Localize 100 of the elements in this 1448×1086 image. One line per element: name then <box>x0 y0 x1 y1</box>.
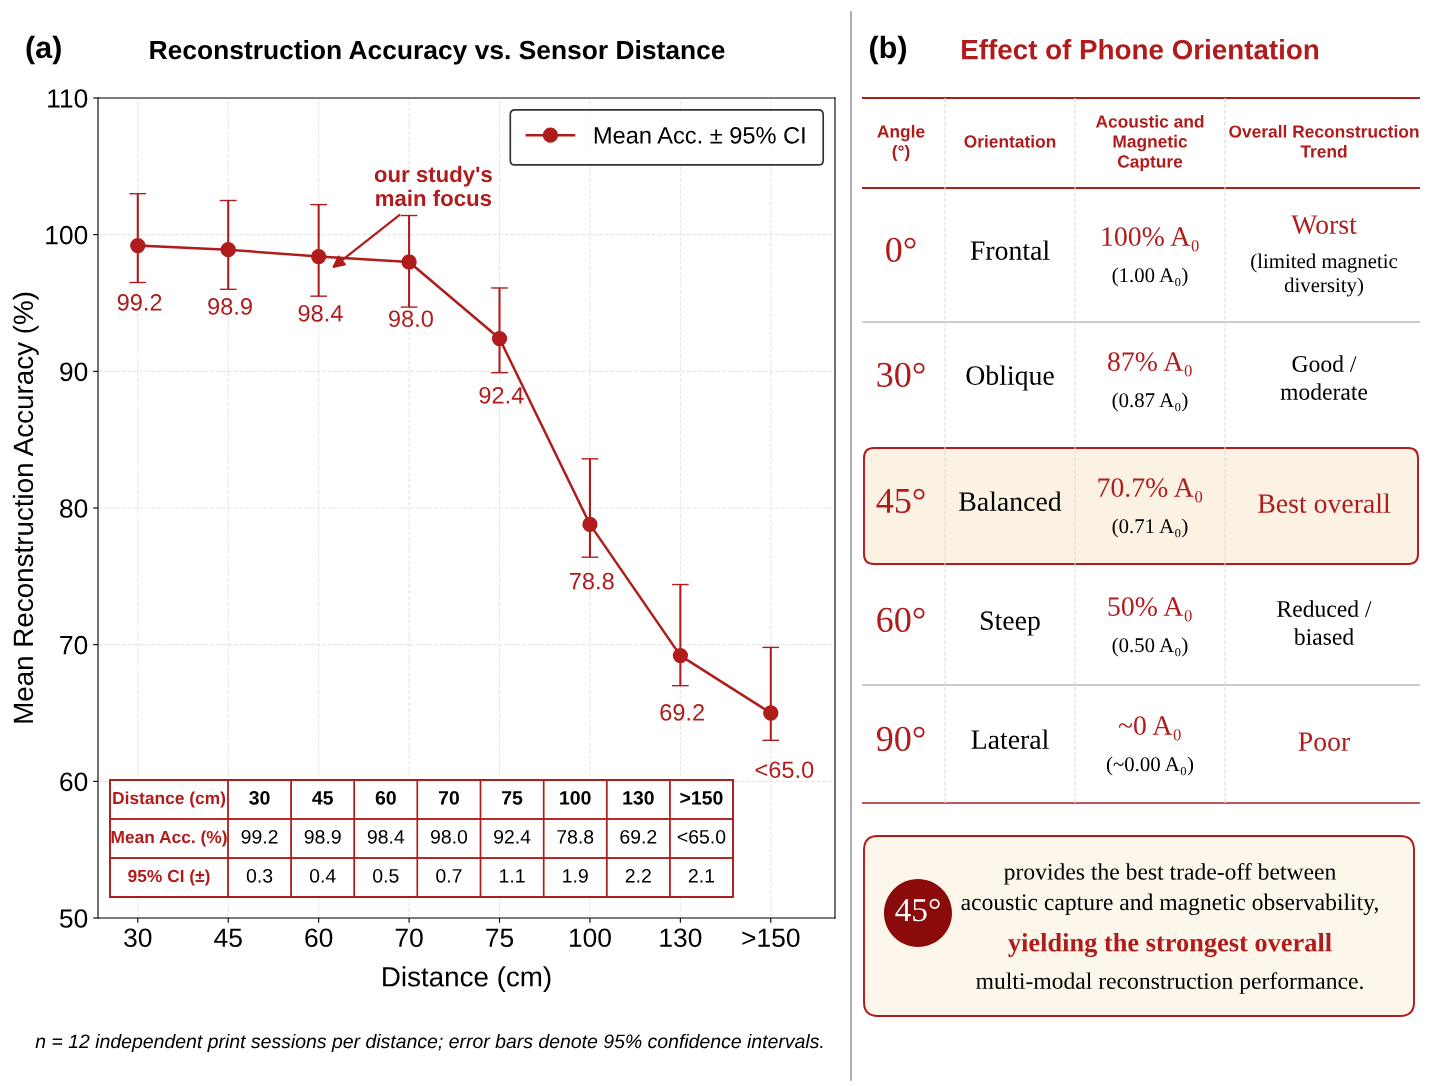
text: 70.7% A₀ <box>1098 478 1203 503</box>
text: multi-modal reconstruction performance. <box>976 972 1363 994</box>
text: (a) <box>26 35 61 65</box>
text: 87% A₀ <box>1108 352 1192 377</box>
annotation: 70 <box>438 790 459 805</box>
annotation: 2.2 <box>625 868 651 883</box>
text: Balanced <box>959 491 1062 511</box>
text: Orientation <box>964 134 1056 148</box>
x-tick-label: 60 <box>305 928 333 948</box>
y-tick-label: 100 <box>46 225 88 245</box>
y-axis-title: Mean Reconstruction Accuracy (%) <box>12 292 39 723</box>
annotation: 69.2 <box>620 829 657 844</box>
point <box>401 254 417 270</box>
text: Reduced / biased <box>1277 600 1372 645</box>
text: Effect of Phone Orientation <box>962 39 1319 60</box>
data-label: 78.8 <box>569 572 614 590</box>
point <box>672 647 689 664</box>
chart-title: Reconstruction Accuracy vs. Sensor Distance <box>150 39 725 65</box>
annotation: Distance (cm) <box>113 791 226 808</box>
text: 60° <box>877 607 925 633</box>
point <box>311 248 327 265</box>
text: 45° <box>876 488 925 514</box>
text: Frontal <box>970 240 1050 260</box>
data-label: 99.2 <box>117 293 162 311</box>
legend-label: Mean Acc. ± 95% CI <box>594 126 805 144</box>
text: (b) <box>870 35 906 65</box>
text: (0.50 A₀) <box>1112 637 1188 657</box>
text: Acoustic and Magnetic Capture <box>1095 114 1204 172</box>
annotation: 78.8 <box>557 829 594 844</box>
annotation: >150 <box>680 790 723 805</box>
annotation: 100 <box>560 790 591 805</box>
point <box>763 705 779 721</box>
point <box>491 330 508 347</box>
text: 45° <box>895 898 940 922</box>
annotation: our study's main focus <box>374 165 492 207</box>
y-tick-label: 60 <box>60 772 88 792</box>
x-tick-label: 130 <box>660 928 702 948</box>
data-label: <65.0 <box>755 761 814 779</box>
text: yielding the strongest overall <box>1008 932 1332 958</box>
annotation: 92.4 <box>494 829 531 844</box>
annotation: 98.0 <box>430 829 468 844</box>
text: 30° <box>877 362 925 388</box>
x-tick-label: 45 <box>214 928 242 948</box>
x-tick-label: 100 <box>569 928 611 948</box>
x-tick-label: 30 <box>124 928 152 948</box>
annotation: 0.7 <box>436 868 462 883</box>
text: 50% A₀ <box>1108 597 1192 622</box>
annotation: 1.1 <box>500 869 525 883</box>
y-tick-label: 90 <box>60 362 88 382</box>
text: Oblique <box>966 365 1054 391</box>
text: 0° <box>886 237 916 263</box>
annotation: <65.0 <box>677 829 726 844</box>
text: Overall Reconstruction Trend <box>1229 124 1419 158</box>
data-label: 98.4 <box>298 304 343 322</box>
text: (0.87 A₀) <box>1112 392 1188 412</box>
annotation: 2.1 <box>688 868 714 883</box>
text: ~0 A₀ <box>1118 716 1181 741</box>
annotation: 30 <box>249 790 270 805</box>
text: Best overall <box>1258 493 1391 513</box>
data-label: 98.0 <box>389 310 433 328</box>
text: (~0.00 A₀) <box>1106 756 1194 776</box>
text: provides the best trade-off between acoustic capture and magnetic observability, <box>961 862 1378 916</box>
text: (limited magnetic diversity) <box>1251 253 1398 297</box>
data-label: 98.9 <box>208 298 252 315</box>
annotation: 0.5 <box>373 868 399 883</box>
text: Good / moderate <box>1280 355 1368 400</box>
x-tick-label: 75 <box>486 928 514 948</box>
text: (0.71 A₀) <box>1112 518 1188 538</box>
annotation: 95% CI (±) <box>128 869 210 886</box>
x-tick-label: 70 <box>395 928 423 948</box>
y-tick-label: 70 <box>60 635 88 655</box>
text: (1.00 A₀) <box>1112 267 1188 287</box>
x-axis-title: Distance (cm) <box>383 966 551 993</box>
point <box>582 516 598 533</box>
annotation: 0.4 <box>309 868 336 883</box>
text: 90° <box>876 726 925 752</box>
annotation: 1.9 <box>563 868 588 883</box>
annotation: 75 <box>502 791 523 805</box>
point <box>220 242 236 258</box>
y-tick-label: 80 <box>60 499 88 518</box>
annotation: 98.9 <box>304 829 341 844</box>
annotation: 0.3 <box>246 868 273 883</box>
annotation: Mean Acc. (%) <box>111 830 227 847</box>
data-label: 69.2 <box>660 703 704 721</box>
text: Lateral <box>971 729 1049 749</box>
annotation: 98.4 <box>367 829 405 844</box>
annotation: 130 <box>623 790 654 805</box>
x-tick-label: >150 <box>742 928 800 948</box>
annotation: 45 <box>312 791 333 805</box>
annotation: 99.2 <box>241 829 278 844</box>
text: n = 12 independent print sessions per distance; error bars denote 95% confidence intervals. <box>35 1033 823 1053</box>
text: Worst <box>1291 215 1357 235</box>
data-label: 92.4 <box>479 386 524 404</box>
y-tick-label: 50 <box>59 909 88 928</box>
annotation: 60 <box>375 790 396 805</box>
text: 100% A₀ <box>1102 227 1199 252</box>
text: Steep <box>981 611 1040 636</box>
text: Poor <box>1298 732 1350 751</box>
y-tick-label: 110 <box>48 89 88 108</box>
point <box>130 237 146 254</box>
